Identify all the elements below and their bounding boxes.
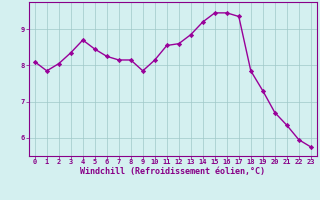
X-axis label: Windchill (Refroidissement éolien,°C): Windchill (Refroidissement éolien,°C) <box>80 167 265 176</box>
